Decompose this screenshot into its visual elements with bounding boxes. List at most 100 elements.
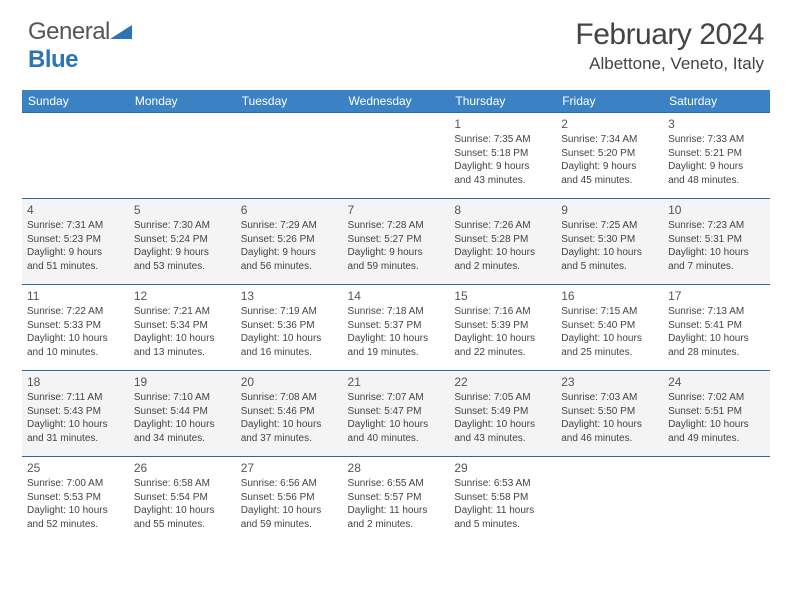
day-number: 15 bbox=[454, 288, 551, 304]
calendar-day-cell: 4Sunrise: 7:31 AMSunset: 5:23 PMDaylight… bbox=[22, 199, 129, 285]
calendar-day-cell: 17Sunrise: 7:13 AMSunset: 5:41 PMDayligh… bbox=[663, 285, 770, 371]
sunrise-text: Sunrise: 7:00 AM bbox=[27, 477, 124, 491]
day-number: 20 bbox=[241, 374, 338, 390]
sunrise-text: Sunrise: 7:07 AM bbox=[348, 391, 445, 405]
daylight-text: and 53 minutes. bbox=[134, 260, 231, 274]
daylight-text: and 5 minutes. bbox=[561, 260, 658, 274]
sunset-text: Sunset: 5:21 PM bbox=[668, 147, 765, 161]
sunset-text: Sunset: 5:39 PM bbox=[454, 319, 551, 333]
calendar-day-cell: 10Sunrise: 7:23 AMSunset: 5:31 PMDayligh… bbox=[663, 199, 770, 285]
day-number: 1 bbox=[454, 116, 551, 132]
day-number: 9 bbox=[561, 202, 658, 218]
day-number: 14 bbox=[348, 288, 445, 304]
sunset-text: Sunset: 5:37 PM bbox=[348, 319, 445, 333]
calendar-day-cell: 9Sunrise: 7:25 AMSunset: 5:30 PMDaylight… bbox=[556, 199, 663, 285]
sunrise-text: Sunrise: 7:30 AM bbox=[134, 219, 231, 233]
calendar-day-cell: 6Sunrise: 7:29 AMSunset: 5:26 PMDaylight… bbox=[236, 199, 343, 285]
daylight-text: and 43 minutes. bbox=[454, 432, 551, 446]
sunset-text: Sunset: 5:54 PM bbox=[134, 491, 231, 505]
calendar-day-cell bbox=[343, 113, 450, 199]
calendar-day-cell: 27Sunrise: 6:56 AMSunset: 5:56 PMDayligh… bbox=[236, 457, 343, 543]
daylight-text: Daylight: 10 hours bbox=[134, 504, 231, 518]
weekday-header: Friday bbox=[556, 90, 663, 113]
daylight-text: and 59 minutes. bbox=[348, 260, 445, 274]
day-number: 3 bbox=[668, 116, 765, 132]
sunrise-text: Sunrise: 7:15 AM bbox=[561, 305, 658, 319]
sunset-text: Sunset: 5:49 PM bbox=[454, 405, 551, 419]
daylight-text: and 51 minutes. bbox=[27, 260, 124, 274]
sunset-text: Sunset: 5:28 PM bbox=[454, 233, 551, 247]
sunrise-text: Sunrise: 7:26 AM bbox=[454, 219, 551, 233]
daylight-text: Daylight: 10 hours bbox=[348, 332, 445, 346]
day-number: 16 bbox=[561, 288, 658, 304]
sunrise-text: Sunrise: 7:25 AM bbox=[561, 219, 658, 233]
logo-text-1: General bbox=[28, 18, 110, 45]
calendar-day-cell: 18Sunrise: 7:11 AMSunset: 5:43 PMDayligh… bbox=[22, 371, 129, 457]
calendar-day-cell: 26Sunrise: 6:58 AMSunset: 5:54 PMDayligh… bbox=[129, 457, 236, 543]
sunset-text: Sunset: 5:58 PM bbox=[454, 491, 551, 505]
calendar-day-cell: 3Sunrise: 7:33 AMSunset: 5:21 PMDaylight… bbox=[663, 113, 770, 199]
sunset-text: Sunset: 5:18 PM bbox=[454, 147, 551, 161]
daylight-text: and 46 minutes. bbox=[561, 432, 658, 446]
sunset-text: Sunset: 5:41 PM bbox=[668, 319, 765, 333]
day-number: 29 bbox=[454, 460, 551, 476]
daylight-text: and 52 minutes. bbox=[27, 518, 124, 532]
calendar-day-cell bbox=[129, 113, 236, 199]
logo: GeneralBlue bbox=[28, 18, 132, 74]
calendar-day-cell: 28Sunrise: 6:55 AMSunset: 5:57 PMDayligh… bbox=[343, 457, 450, 543]
sunrise-text: Sunrise: 7:29 AM bbox=[241, 219, 338, 233]
sunset-text: Sunset: 5:30 PM bbox=[561, 233, 658, 247]
sunset-text: Sunset: 5:51 PM bbox=[668, 405, 765, 419]
daylight-text: Daylight: 9 hours bbox=[241, 246, 338, 260]
daylight-text: Daylight: 10 hours bbox=[668, 332, 765, 346]
calendar-day-cell: 2Sunrise: 7:34 AMSunset: 5:20 PMDaylight… bbox=[556, 113, 663, 199]
day-number: 12 bbox=[134, 288, 231, 304]
daylight-text: and 19 minutes. bbox=[348, 346, 445, 360]
calendar-day-cell: 16Sunrise: 7:15 AMSunset: 5:40 PMDayligh… bbox=[556, 285, 663, 371]
daylight-text: Daylight: 10 hours bbox=[454, 246, 551, 260]
calendar-week-row: 4Sunrise: 7:31 AMSunset: 5:23 PMDaylight… bbox=[22, 199, 770, 285]
calendar-day-cell: 20Sunrise: 7:08 AMSunset: 5:46 PMDayligh… bbox=[236, 371, 343, 457]
daylight-text: and 10 minutes. bbox=[27, 346, 124, 360]
day-number: 19 bbox=[134, 374, 231, 390]
calendar-day-cell: 19Sunrise: 7:10 AMSunset: 5:44 PMDayligh… bbox=[129, 371, 236, 457]
daylight-text: and 2 minutes. bbox=[348, 518, 445, 532]
day-number: 5 bbox=[134, 202, 231, 218]
page-title: February 2024 bbox=[575, 18, 764, 52]
calendar-day-cell: 14Sunrise: 7:18 AMSunset: 5:37 PMDayligh… bbox=[343, 285, 450, 371]
daylight-text: Daylight: 9 hours bbox=[134, 246, 231, 260]
sunset-text: Sunset: 5:57 PM bbox=[348, 491, 445, 505]
sunrise-text: Sunrise: 7:28 AM bbox=[348, 219, 445, 233]
calendar-day-cell: 11Sunrise: 7:22 AMSunset: 5:33 PMDayligh… bbox=[22, 285, 129, 371]
daylight-text: and 59 minutes. bbox=[241, 518, 338, 532]
daylight-text: Daylight: 11 hours bbox=[454, 504, 551, 518]
calendar-day-cell: 8Sunrise: 7:26 AMSunset: 5:28 PMDaylight… bbox=[449, 199, 556, 285]
calendar-week-row: 18Sunrise: 7:11 AMSunset: 5:43 PMDayligh… bbox=[22, 371, 770, 457]
daylight-text: Daylight: 11 hours bbox=[348, 504, 445, 518]
daylight-text: and 48 minutes. bbox=[668, 174, 765, 188]
sunrise-text: Sunrise: 6:53 AM bbox=[454, 477, 551, 491]
logo-triangle-icon bbox=[110, 18, 132, 46]
weekday-header: Sunday bbox=[22, 90, 129, 113]
daylight-text: and 16 minutes. bbox=[241, 346, 338, 360]
location: Albettone, Veneto, Italy bbox=[575, 54, 764, 74]
day-number: 4 bbox=[27, 202, 124, 218]
sunrise-text: Sunrise: 7:33 AM bbox=[668, 133, 765, 147]
weekday-header: Thursday bbox=[449, 90, 556, 113]
calendar-day-cell: 13Sunrise: 7:19 AMSunset: 5:36 PMDayligh… bbox=[236, 285, 343, 371]
sunset-text: Sunset: 5:20 PM bbox=[561, 147, 658, 161]
sunrise-text: Sunrise: 7:19 AM bbox=[241, 305, 338, 319]
day-number: 7 bbox=[348, 202, 445, 218]
sunset-text: Sunset: 5:26 PM bbox=[241, 233, 338, 247]
calendar-week-row: 1Sunrise: 7:35 AMSunset: 5:18 PMDaylight… bbox=[22, 113, 770, 199]
calendar-week-row: 25Sunrise: 7:00 AMSunset: 5:53 PMDayligh… bbox=[22, 457, 770, 543]
day-number: 6 bbox=[241, 202, 338, 218]
calendar-day-cell: 22Sunrise: 7:05 AMSunset: 5:49 PMDayligh… bbox=[449, 371, 556, 457]
daylight-text: and 40 minutes. bbox=[348, 432, 445, 446]
daylight-text: and 22 minutes. bbox=[454, 346, 551, 360]
daylight-text: and 7 minutes. bbox=[668, 260, 765, 274]
calendar-day-cell: 1Sunrise: 7:35 AMSunset: 5:18 PMDaylight… bbox=[449, 113, 556, 199]
daylight-text: and 25 minutes. bbox=[561, 346, 658, 360]
calendar-day-cell bbox=[556, 457, 663, 543]
day-number: 22 bbox=[454, 374, 551, 390]
